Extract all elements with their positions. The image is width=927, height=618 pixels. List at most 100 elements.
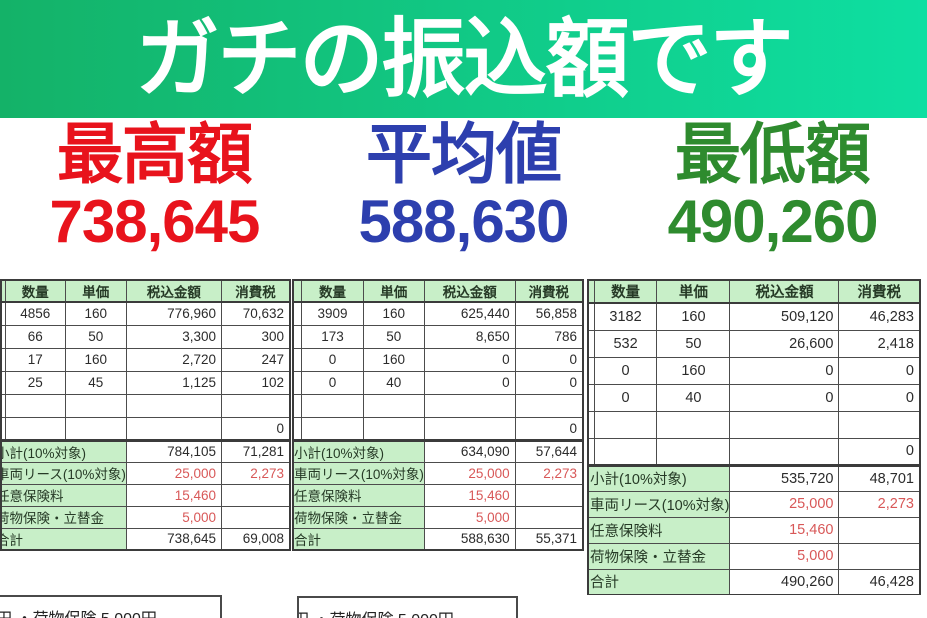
amount-cell: 2,720 — [125, 347, 222, 372]
clipped-label-column — [292, 370, 303, 395]
data-row: 173 50 8,650 786 — [292, 324, 584, 349]
summary-tax-cell — [514, 505, 584, 529]
summary-tax-cell — [220, 483, 291, 507]
quantity-cell — [593, 437, 658, 466]
stat-lowest-value: 490,260 — [667, 187, 879, 255]
unit-price-cell: 50 — [656, 329, 731, 358]
stat-average-label: 平均値 — [366, 117, 562, 191]
amount-cell: 776,960 — [125, 301, 222, 326]
summary-amount-cell: 5,000 — [423, 505, 516, 529]
data-row: 17 160 2,720 247 — [0, 347, 291, 372]
unit-price-cell — [64, 393, 127, 418]
data-row: 66 50 3,300 300 — [0, 324, 291, 349]
column-header: 数量 — [4, 279, 66, 303]
summary-amount-cell: 634,090 — [423, 438, 516, 463]
data-row: 0 40 0 0 — [587, 383, 921, 412]
summary-tax-cell — [838, 516, 921, 544]
tax-cell — [220, 393, 291, 418]
summary-row: 荷物保険・立替金 5,000 — [0, 505, 291, 529]
column-header: 消費税 — [838, 279, 921, 304]
quantity-cell — [301, 393, 364, 418]
summary-label-cell: 任意保険料 — [292, 483, 425, 507]
tax-cell: 46,283 — [838, 302, 921, 331]
data-row: 0 — [292, 416, 584, 441]
tax-cell: 70,632 — [220, 301, 291, 326]
data-row — [292, 393, 584, 418]
data-row: 0 160 0 0 — [292, 347, 584, 372]
summary-amount-cell: 5,000 — [729, 542, 840, 570]
summary-row: 小計(10%対象) 535,720 48,701 — [587, 463, 921, 492]
quantity-cell — [593, 410, 658, 439]
stat-lowest: 最低額 490,260 — [618, 117, 927, 270]
quantity-cell — [301, 416, 364, 441]
summary-label-cell: 車両リース(10%対象) — [0, 461, 127, 485]
tax-cell: 2,418 — [838, 329, 921, 358]
note-box-middle: 円 ・荷物保険 5,000円 — [297, 596, 518, 618]
data-row: 25 45 1,125 102 — [0, 370, 291, 395]
amount-cell — [125, 416, 222, 441]
summary-tax-cell — [838, 542, 921, 570]
column-header: 消費税 — [514, 279, 584, 303]
summary-label-cell: 任意保険料 — [0, 483, 127, 507]
tax-cell: 786 — [514, 324, 584, 349]
invoice-sheet: 数量 単価 税込金額 消費税 3909 160 625,440 56,858 173 50 8,65… — [292, 279, 584, 551]
invoice-sheet: 数量 単価 税込金額 消費税 3182 160 509,120 46,283 532 50 26,6… — [587, 279, 921, 595]
summary-tax-cell: 57,644 — [514, 438, 584, 463]
quantity-cell: 17 — [4, 347, 66, 372]
summary-tax-cell: 46,428 — [838, 568, 921, 595]
summary-row: 任意保険料 15,460 — [0, 483, 291, 507]
summary-row: 合計 588,630 55,371 — [292, 527, 584, 551]
clipped-label-column — [292, 347, 303, 372]
stat-average-value: 588,630 — [358, 187, 570, 255]
page-title: ガチの振込額です — [135, 11, 793, 107]
amount-cell — [729, 410, 840, 439]
unit-price-cell — [656, 437, 731, 466]
quantity-cell: 3182 — [593, 302, 658, 331]
tax-cell: 56,858 — [514, 301, 584, 326]
summary-row: 任意保険料 15,460 — [587, 516, 921, 544]
summary-tax-cell: 2,273 — [220, 461, 291, 485]
note-text: 円 ・荷物保険 5,000円 — [0, 597, 220, 618]
data-row: 0 160 0 0 — [587, 356, 921, 385]
unit-price-cell — [656, 410, 731, 439]
tax-cell: 247 — [220, 347, 291, 372]
data-row: 3909 160 625,440 56,858 — [292, 301, 584, 326]
data-row: 532 50 26,600 2,418 — [587, 329, 921, 358]
invoice-table-lowest: 数量 単価 税込金額 消費税 3182 160 509,120 46,283 532 50 26,6… — [587, 279, 921, 595]
amount-cell: 509,120 — [729, 302, 840, 331]
tax-cell: 0 — [838, 383, 921, 412]
summary-row: 小計(10%対象) 634,090 57,644 — [292, 438, 584, 463]
amount-cell: 0 — [729, 356, 840, 385]
invoice-table-highest: 数量 単価 税込金額 消費税 4856 160 776,960 70,632 66 50 3,300… — [0, 279, 291, 555]
column-header: 税込金額 — [423, 279, 516, 303]
tax-cell: 0 — [514, 347, 584, 372]
summary-row: 任意保険料 15,460 — [292, 483, 584, 507]
tax-cell: 0 — [838, 437, 921, 466]
quantity-cell: 532 — [593, 329, 658, 358]
summary-row: 合計 490,260 46,428 — [587, 568, 921, 595]
tax-cell: 102 — [220, 370, 291, 395]
tax-cell — [838, 410, 921, 439]
summary-row: 小計(10%対象) 784,105 71,281 — [0, 438, 291, 463]
note-box-left: 円 ・荷物保険 5,000円 — [0, 595, 222, 618]
summary-label-cell: 車両リース(10%対象) — [292, 461, 425, 485]
unit-price-cell: 45 — [64, 370, 127, 395]
clipped-label-column — [292, 279, 303, 303]
clipped-label-column — [587, 279, 595, 304]
summary-tax-cell: 69,008 — [220, 527, 291, 551]
unit-price-cell: 160 — [362, 347, 425, 372]
summary-tax-cell — [514, 483, 584, 507]
amount-cell: 8,650 — [423, 324, 516, 349]
summary-label-cell: 合計 — [587, 568, 731, 595]
invoice-sheet: 数量 単価 税込金額 消費税 4856 160 776,960 70,632 66 50 3,300… — [0, 279, 291, 551]
header-row: 数量 単価 税込金額 消費税 — [292, 279, 584, 303]
unit-price-cell — [362, 393, 425, 418]
unit-price-cell: 50 — [64, 324, 127, 349]
tax-cell: 0 — [514, 416, 584, 441]
tax-cell: 0 — [838, 356, 921, 385]
unit-price-cell — [64, 416, 127, 441]
summary-tax-cell: 2,273 — [838, 490, 921, 518]
unit-price-cell: 40 — [656, 383, 731, 412]
summary-amount-cell: 5,000 — [125, 505, 222, 529]
